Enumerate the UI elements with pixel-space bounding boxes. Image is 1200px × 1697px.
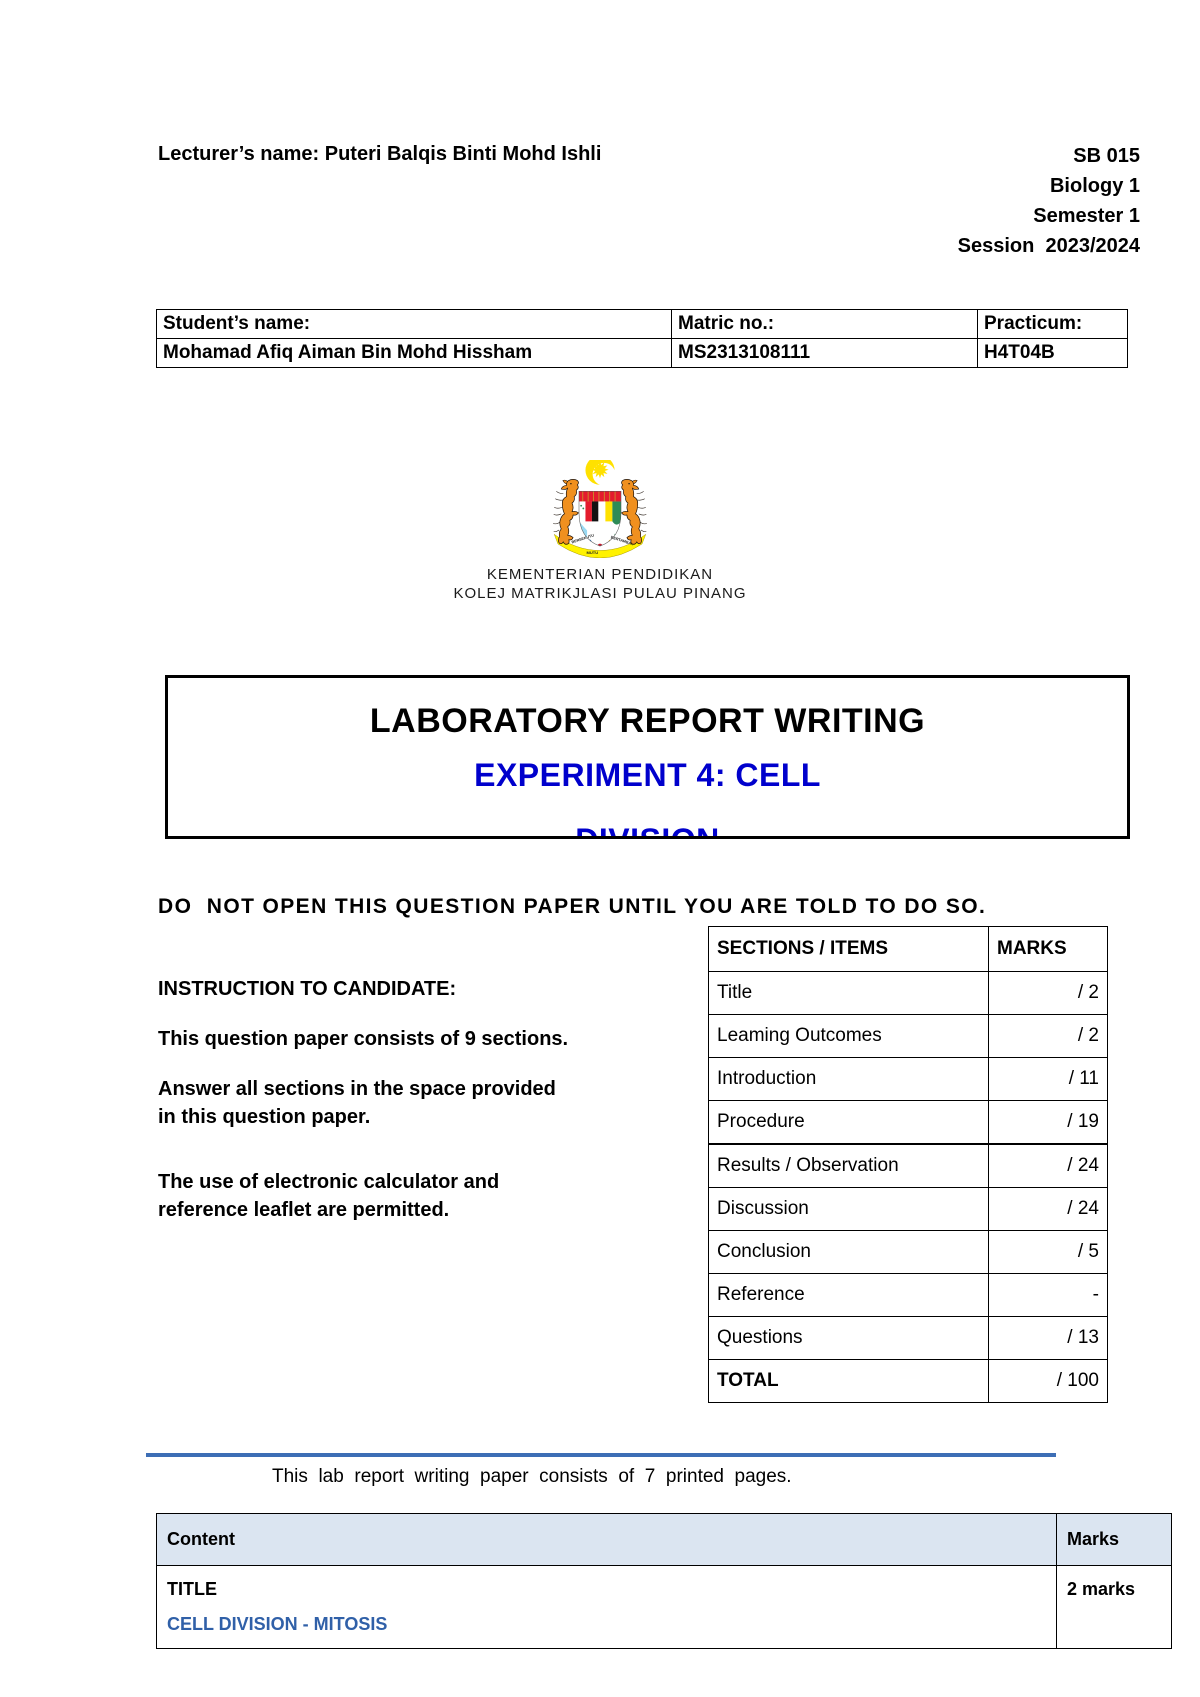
svg-text:BERSEKUTU: BERSEKUTU bbox=[571, 533, 595, 544]
svg-text:MUTU: MUTU bbox=[587, 550, 599, 555]
